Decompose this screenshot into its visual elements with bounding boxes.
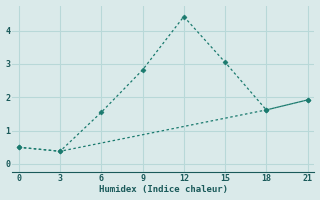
- X-axis label: Humidex (Indice chaleur): Humidex (Indice chaleur): [99, 185, 228, 194]
